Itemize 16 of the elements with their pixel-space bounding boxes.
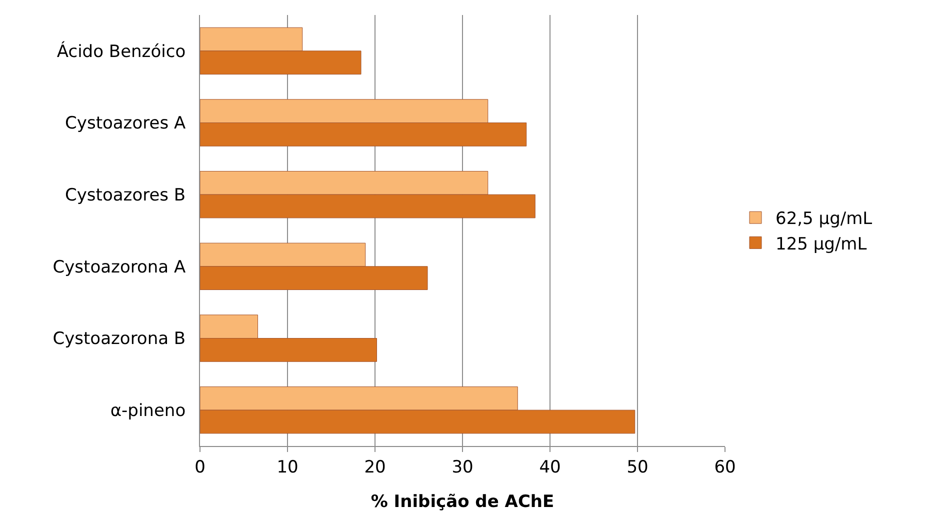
legend-label: 62,5 µg/mL <box>776 209 873 230</box>
x-tick-label: 20 <box>364 457 386 478</box>
x-tick-label: 60 <box>714 457 736 478</box>
x-axis-title: % Inibição de AChE <box>370 492 554 512</box>
y-tick-label: α-pineno <box>110 401 186 422</box>
y-tick-label: Cystoazorona B <box>52 329 186 350</box>
y-tick-label: Cystoazores A <box>65 114 186 134</box>
x-tick-label: 30 <box>452 457 474 478</box>
x-tick-label: 0 <box>194 457 206 478</box>
x-tick-label: 10 <box>276 457 298 478</box>
y-tick-label: Ácido Benzóico <box>56 40 186 62</box>
legend-label: 125 µg/mL <box>776 234 868 254</box>
x-tick-label: 50 <box>626 457 648 478</box>
x-tick-label: 40 <box>539 457 561 478</box>
y-tick-label: Cystoazorona A <box>52 257 186 278</box>
y-tick-label: Cystoazores B <box>65 186 186 206</box>
